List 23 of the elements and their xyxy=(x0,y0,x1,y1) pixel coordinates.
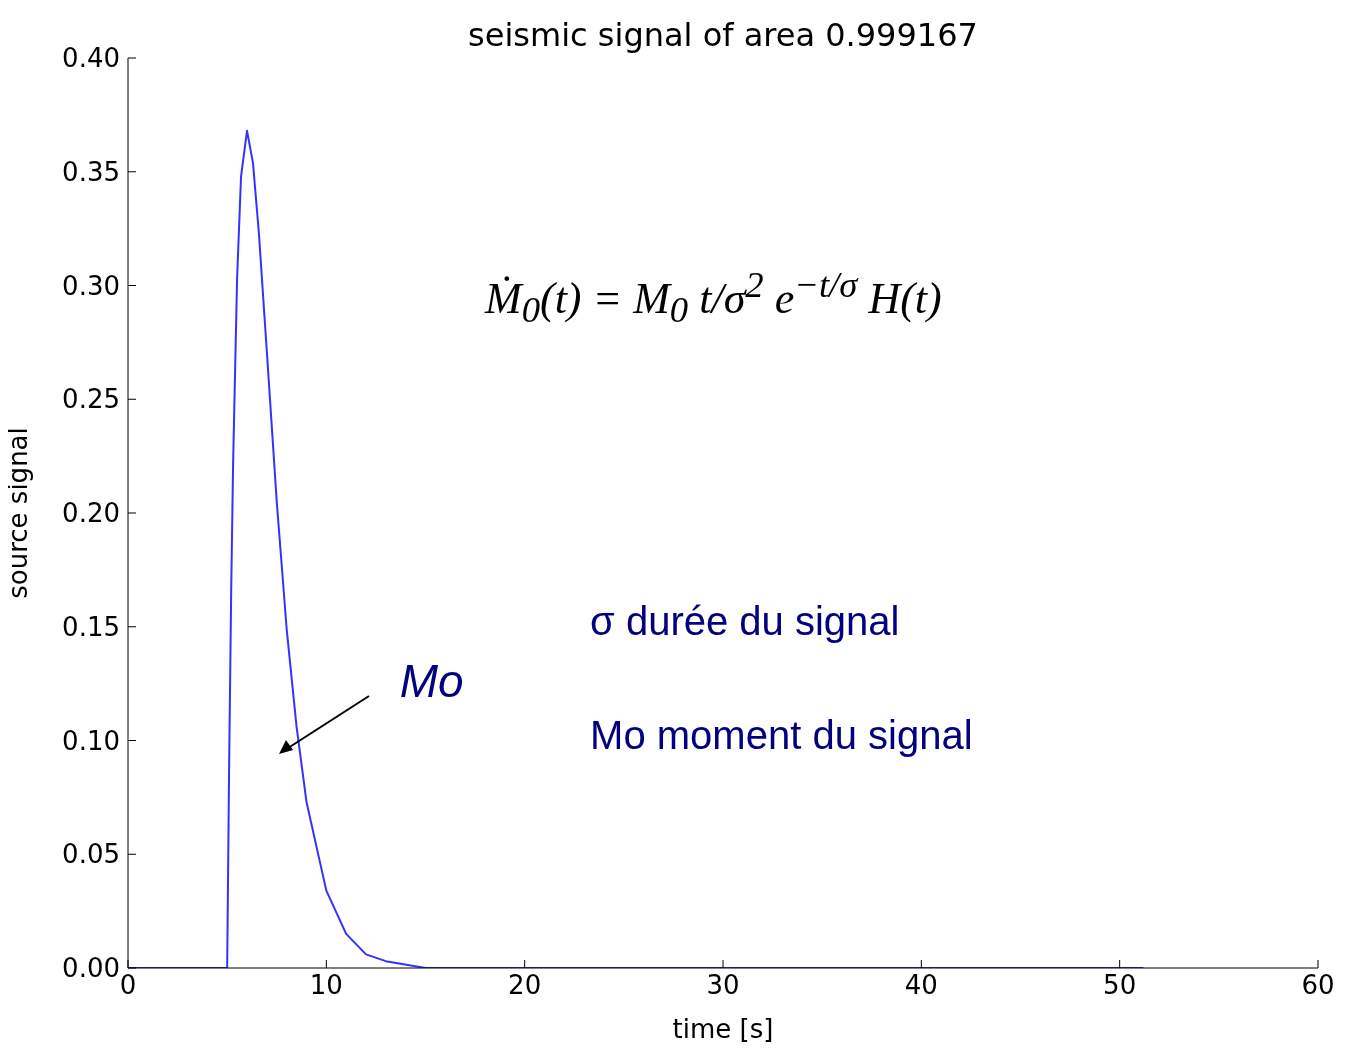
y-tick-label: 0.25 xyxy=(62,384,120,415)
y-tick-label: 0.00 xyxy=(62,953,120,984)
chart-title: seismic signal of area 0.999167 xyxy=(467,16,979,54)
annotation: Mo xyxy=(399,654,464,709)
x-tick-label: 40 xyxy=(904,970,938,1001)
text: Ṁ$_{0}$(t) = M$_{0}$ t/σ$^{2}$ e$^{−t/σ}$ H(t) xyxy=(485,263,942,331)
x-tick-label: 0 xyxy=(119,970,137,1001)
y-tick-label: 0.05 xyxy=(62,839,120,870)
x-tick-label: 10 xyxy=(309,970,343,1001)
y-tick-label: 0.10 xyxy=(62,725,120,756)
y-tick-label: 0.15 xyxy=(62,611,120,642)
x-tick-label: 60 xyxy=(1301,970,1335,1001)
x-tick-label: 30 xyxy=(706,970,740,1001)
x-tick-label: 50 xyxy=(1103,970,1137,1001)
y-tick-label: 0.30 xyxy=(62,270,120,301)
x-axis-title: time [s] xyxy=(672,1014,774,1044)
y-tick-label: 0.20 xyxy=(62,498,120,529)
y-axis-title: source signal xyxy=(3,427,34,599)
y-tick-label: 0.35 xyxy=(62,156,120,187)
x-tick-label: 20 xyxy=(508,970,542,1001)
y-tick-label: 0.40 xyxy=(62,43,120,74)
annotation: σ durée du signal xyxy=(590,599,900,645)
annotation: Mo moment du signal xyxy=(590,713,973,759)
